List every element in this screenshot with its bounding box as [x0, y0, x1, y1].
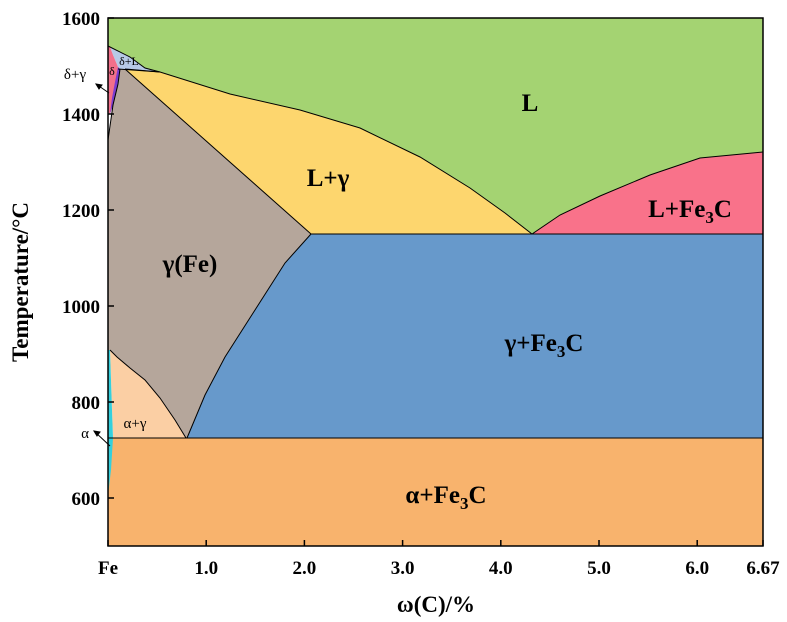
- y-tick-label: 1600: [62, 9, 100, 30]
- x-tick-label: 4.0: [489, 558, 513, 579]
- region-liquid-fe3c: [532, 152, 763, 234]
- liquidus-line: [124, 68, 764, 235]
- label-liquid-fe3c-main: L+Fe: [648, 196, 705, 223]
- label-gamma: γ(Fe): [162, 251, 218, 278]
- solidus-line: [124, 68, 312, 235]
- y-tick-label: 1200: [62, 201, 100, 222]
- region-gamma-fe3c: [187, 234, 763, 438]
- region-gamma: [108, 69, 311, 438]
- x-tick-label: 3.0: [391, 558, 415, 579]
- label-liquid-gamma: L+γ: [307, 165, 350, 192]
- region-alpha: [108, 350, 113, 495]
- delta-gamma-boundary: [107, 68, 121, 141]
- region-alpha-gamma: [110, 350, 186, 438]
- a3-line: [109, 349, 187, 439]
- label-gamma-fe3c: γ+Fe3C: [504, 330, 584, 361]
- x-tick-label: Fe: [98, 558, 118, 579]
- label-liquid-fe3c: L+Fe3C: [648, 196, 732, 227]
- plot-frame: [107, 17, 764, 547]
- y-tick-label: 1400: [62, 105, 100, 126]
- label-liquid-fe3c-sub: 3: [705, 208, 714, 227]
- x-axis-ticks: Fe 1.0 2.0 3.0 4.0 5.0 6.0 6.67: [98, 540, 780, 579]
- label-alpha-fe3c-main: α+Fe: [405, 482, 460, 509]
- label-delta-gamma: δ+γ: [64, 67, 87, 83]
- label-gamma-fe3c-main: γ+Fe: [504, 330, 557, 357]
- region-alpha-fe3c: [108, 438, 763, 546]
- label-alpha: α: [81, 426, 89, 442]
- label-alpha-fe3c-sub: 3: [460, 494, 469, 513]
- y-tick-label: 800: [72, 393, 101, 414]
- x-tick-label: 2.0: [293, 558, 317, 579]
- y-axis-ticks: 600 800 1000 1200 1400 1600: [62, 9, 114, 510]
- label-gamma-fe3c-sub: 3: [557, 342, 566, 361]
- region-liquid-gamma: [125, 69, 532, 234]
- arrow-alpha: [93, 430, 111, 447]
- region-delta: [108, 46, 120, 114]
- y-tick-label: 600: [72, 489, 101, 510]
- y-tick-label: 1000: [62, 297, 100, 318]
- delta-boundary: [107, 45, 161, 73]
- label-alpha-gamma: α+γ: [124, 416, 147, 432]
- label-gamma-fe3c-suffix: C: [565, 330, 583, 357]
- region-delta-gamma: [110, 67, 120, 114]
- label-liquid: L: [522, 90, 539, 117]
- label-alpha-fe3c: α+Fe3C: [405, 482, 486, 513]
- x-tick-label: 6.67: [746, 558, 780, 579]
- x-tick-label: 1.0: [194, 558, 218, 579]
- label-liquid-fe3c-suffix: C: [714, 196, 732, 223]
- x-tick-label: 5.0: [587, 558, 611, 579]
- peritectic-line: [117, 68, 161, 73]
- x-axis-title: ω(C)/%: [397, 592, 475, 617]
- acm-line: [186, 233, 312, 439]
- region-liquid: [108, 18, 763, 234]
- label-delta-liquid: δ+L: [119, 54, 139, 68]
- y-axis-title: Temperature/°C: [8, 202, 33, 362]
- label-alpha-fe3c-suffix: C: [469, 482, 487, 509]
- label-delta: δ: [109, 64, 115, 78]
- x-tick-label: 6.0: [685, 558, 709, 579]
- arrow-delta-gamma: [95, 83, 110, 94]
